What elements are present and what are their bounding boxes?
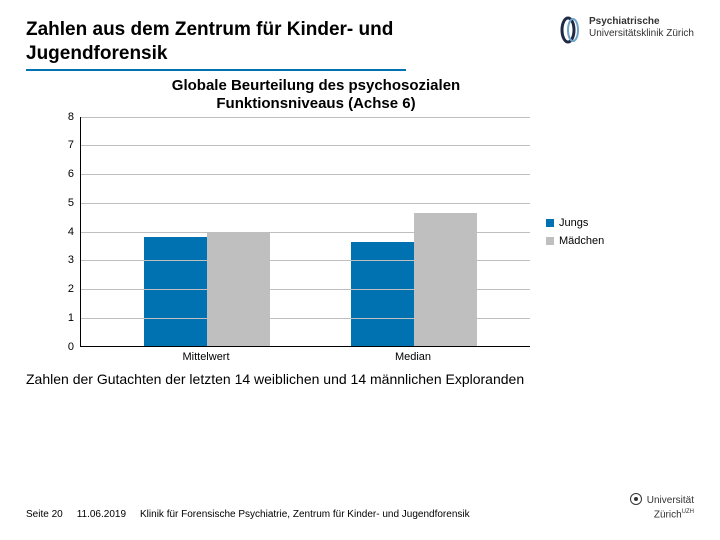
- gridline: [81, 203, 530, 204]
- bar-mädchen-median: [414, 213, 477, 345]
- legend-label: Mädchen: [559, 235, 604, 247]
- footer-left: Seite 20 11.06.2019 Klinik für Forensisc…: [26, 509, 470, 520]
- chart-title-line-2: Funktionsniveaus (Achse 6): [106, 95, 526, 113]
- page-label: Seite: [26, 509, 49, 520]
- y-tick: 0: [68, 341, 74, 353]
- page-number: 20: [52, 509, 63, 520]
- y-tick: 7: [68, 139, 74, 151]
- y-tick: 6: [68, 168, 74, 180]
- y-tick: 2: [68, 283, 74, 295]
- page-label-block: Seite 20: [26, 509, 63, 520]
- x-label: Mittelwert: [156, 351, 256, 363]
- footer-org: Klinik für Forensische Psychiatrie, Zent…: [140, 509, 470, 520]
- legend-label: Jungs: [559, 217, 588, 229]
- chart-title-line-1: Globale Beurteilung des psychosozialen: [106, 77, 526, 95]
- chart-plot: [80, 117, 530, 347]
- legend-swatch: [546, 219, 554, 227]
- brand-block: Psychiatrische Universitätsklinik Zürich: [555, 16, 694, 49]
- subnote: Zahlen der Gutachten der letzten 14 weib…: [26, 371, 694, 389]
- uzh-line-2: ZürichUZH: [629, 509, 694, 520]
- legend-swatch: [546, 237, 554, 245]
- footer-date: 11.06.2019: [77, 509, 126, 520]
- footer: Seite 20 11.06.2019 Klinik für Forensisc…: [26, 492, 694, 520]
- chart-legend: Jungs Mädchen: [546, 217, 604, 253]
- brand-icon: [555, 16, 581, 49]
- y-tick: 1: [68, 312, 74, 324]
- y-tick: 5: [68, 197, 74, 209]
- brand-line-2: Universitätsklinik Zürich: [589, 28, 694, 40]
- bar-jungs-median: [351, 242, 414, 346]
- gridline: [81, 145, 530, 146]
- uzh-brand: Universität ZürichUZH: [629, 492, 694, 520]
- y-tick: 4: [68, 226, 74, 238]
- gridline: [81, 174, 530, 175]
- uzh-icon: [629, 492, 643, 509]
- bar-jungs-mittelwert: [144, 237, 207, 346]
- gridline: [81, 117, 530, 118]
- title-underline: [26, 69, 406, 71]
- gridline: [81, 232, 530, 233]
- uzh-line-1: Universität: [647, 495, 694, 506]
- legend-item: Jungs: [546, 217, 604, 229]
- chart-title: Globale Beurteilung des psychosozialen F…: [106, 77, 526, 113]
- y-tick: 8: [68, 111, 74, 123]
- gridline: [81, 318, 530, 319]
- brand-text: Psychiatrische Universitätsklinik Zürich: [589, 16, 694, 39]
- y-axis: 012345678: [26, 117, 80, 347]
- gridline: [81, 289, 530, 290]
- chart-container: Globale Beurteilung des psychosozialen F…: [26, 77, 656, 365]
- legend-item: Mädchen: [546, 235, 604, 247]
- chart-plot-row: 012345678 JungsMädchen MittelwertMedian: [26, 117, 656, 365]
- brand-line-1: Psychiatrische: [589, 16, 694, 28]
- y-tick: 3: [68, 254, 74, 266]
- x-label: Median: [363, 351, 463, 363]
- gridline: [81, 260, 530, 261]
